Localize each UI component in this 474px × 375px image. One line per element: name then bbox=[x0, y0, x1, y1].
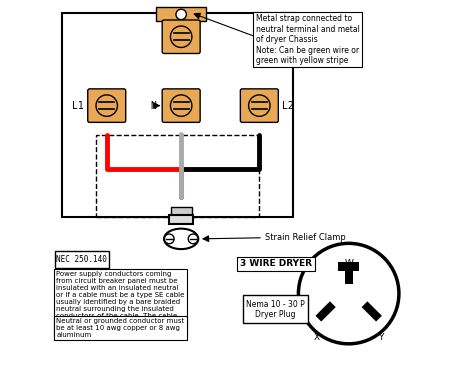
Polygon shape bbox=[362, 302, 382, 322]
Bar bbox=[55, 251, 109, 267]
Bar bbox=[172, 12, 191, 39]
Text: 3 WIRE DRYER: 3 WIRE DRYER bbox=[240, 259, 312, 268]
Text: L2: L2 bbox=[283, 100, 294, 111]
Text: W: W bbox=[344, 259, 353, 268]
Text: Neutral or grounded conductor must
be at least 10 awg copper or 8 awg
aluminum: Neutral or grounded conductor must be at… bbox=[56, 318, 185, 338]
Text: N: N bbox=[150, 100, 156, 111]
Text: X: X bbox=[314, 333, 320, 342]
FancyBboxPatch shape bbox=[162, 20, 200, 54]
Circle shape bbox=[171, 26, 192, 48]
Text: Metal strap connected to
neutral terminal and metal
of dryer Chassis
Note: Can b: Metal strap connected to neutral termina… bbox=[255, 14, 359, 65]
Bar bbox=[96, 135, 259, 217]
Circle shape bbox=[176, 9, 186, 20]
Text: Y: Y bbox=[378, 333, 383, 342]
Text: NEC 250.140: NEC 250.140 bbox=[56, 255, 107, 264]
Bar bbox=[338, 262, 359, 270]
Circle shape bbox=[188, 234, 198, 244]
Bar bbox=[345, 266, 353, 284]
Bar bbox=[243, 296, 308, 323]
Text: Power supply conductors coming
from circuit breaker panel must be
insulated with: Power supply conductors coming from circ… bbox=[56, 271, 185, 333]
Circle shape bbox=[249, 95, 270, 116]
Circle shape bbox=[164, 234, 174, 244]
Bar bbox=[156, 8, 206, 21]
Circle shape bbox=[171, 95, 192, 116]
Bar bbox=[169, 214, 193, 224]
FancyBboxPatch shape bbox=[88, 89, 126, 122]
Polygon shape bbox=[316, 302, 336, 322]
Circle shape bbox=[299, 243, 399, 344]
Ellipse shape bbox=[164, 229, 198, 249]
FancyBboxPatch shape bbox=[240, 89, 278, 122]
Bar bbox=[171, 207, 191, 215]
Bar bbox=[62, 12, 293, 217]
Circle shape bbox=[96, 95, 118, 116]
Text: L1: L1 bbox=[72, 100, 83, 111]
Text: Nema 10 - 30 P
Dryer Plug: Nema 10 - 30 P Dryer Plug bbox=[246, 300, 304, 319]
Text: Strain Relief Clamp: Strain Relief Clamp bbox=[265, 233, 346, 242]
FancyBboxPatch shape bbox=[162, 89, 200, 122]
